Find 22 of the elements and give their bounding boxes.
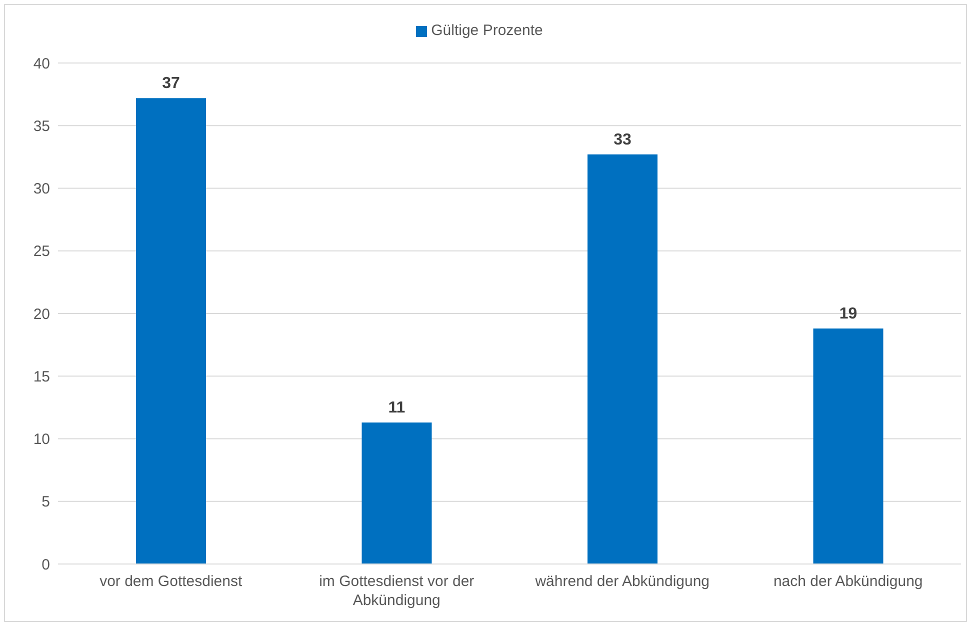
data-label: 19 <box>839 306 858 323</box>
data-label: 33 <box>614 131 632 148</box>
bar <box>362 422 432 564</box>
y-tick-label: 35 <box>33 118 50 135</box>
y-tick-label: 10 <box>33 431 50 448</box>
y-tick-label: 20 <box>33 306 50 323</box>
bar <box>136 98 206 564</box>
bar <box>813 328 884 564</box>
y-tick-label: 25 <box>33 243 50 260</box>
x-tick-label: im Gottesdienst vor der Abkündigung <box>319 573 474 609</box>
y-tick-label: 0 <box>42 556 50 574</box>
data-label: 37 <box>162 75 180 92</box>
y-tick-label: 15 <box>33 368 50 386</box>
x-tick-label: vor dem Gottesdienst <box>100 573 243 590</box>
y-tick-label: 40 <box>33 55 50 72</box>
legend-label: Gültige Prozente <box>431 22 543 39</box>
y-tick-label: 30 <box>33 180 50 198</box>
data-label: 11 <box>388 399 406 416</box>
bar <box>588 154 658 564</box>
x-tick-label: während der Abkündigung <box>534 573 710 590</box>
y-tick-label: 5 <box>42 494 50 511</box>
x-tick-label: nach der Abkündigung <box>773 573 923 590</box>
